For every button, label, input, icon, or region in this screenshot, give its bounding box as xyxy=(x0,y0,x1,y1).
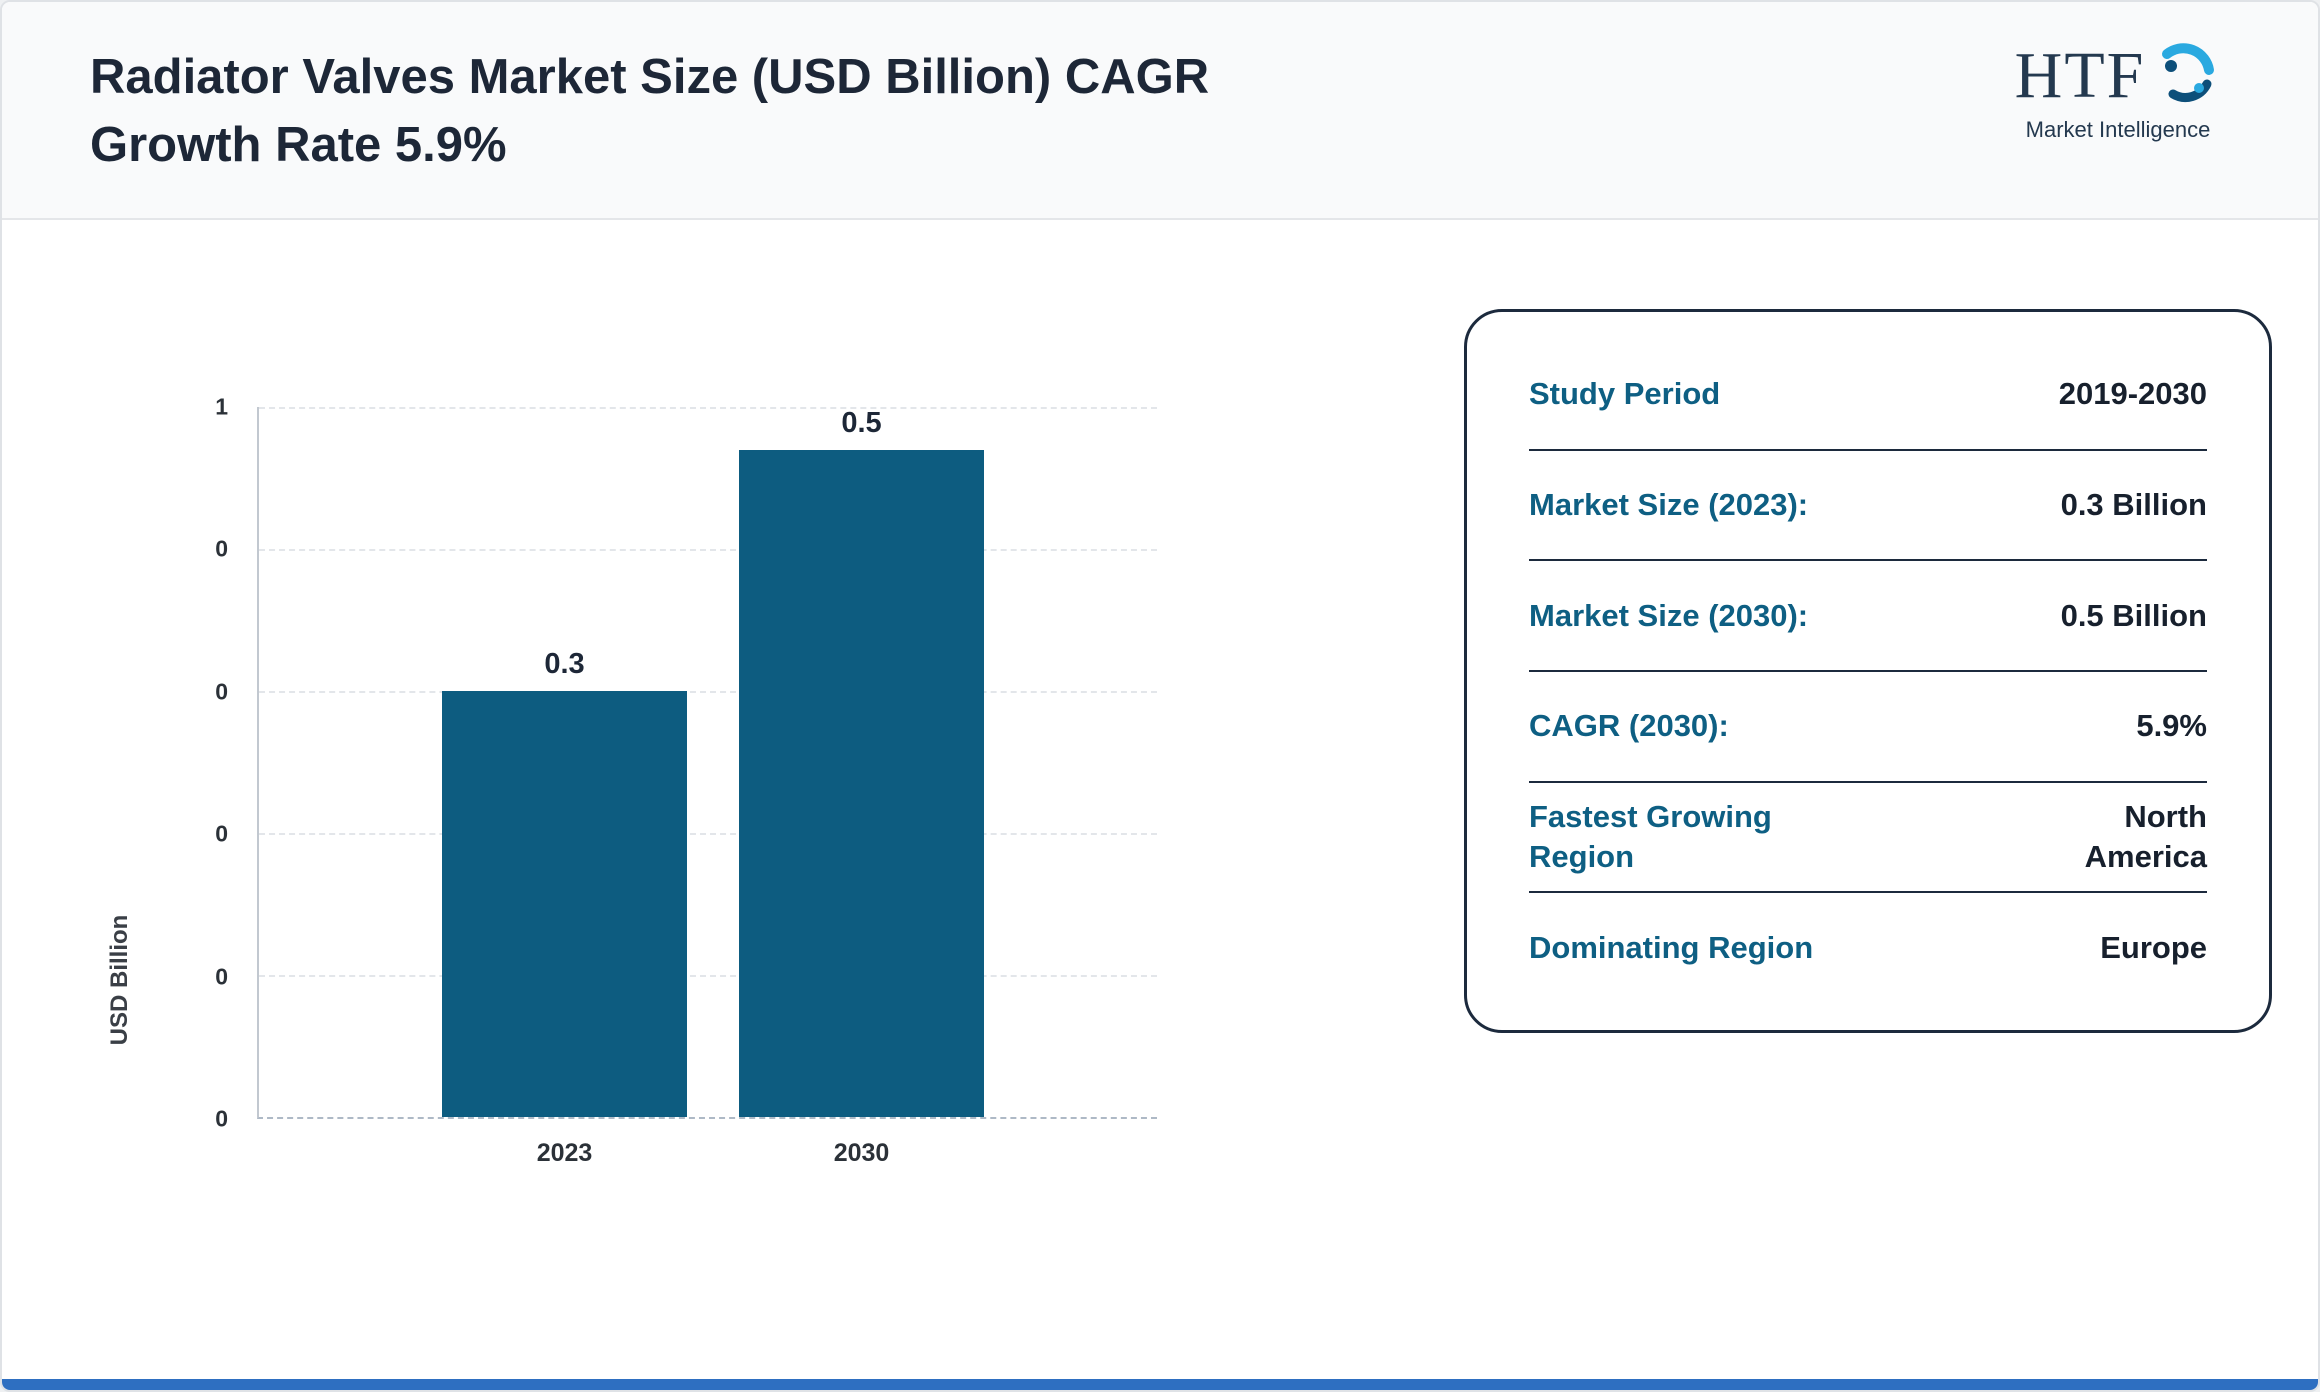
summary-label: Market Size (2023): xyxy=(1529,486,1809,522)
summary-value: Europe xyxy=(2100,929,2207,965)
summary-row-study-period: Study Period 2019-2030 xyxy=(1529,340,2207,451)
y-tick-label: 1 xyxy=(215,393,228,420)
gridline xyxy=(259,407,1157,409)
summary-label: Fastest Growing Region xyxy=(1529,798,1772,875)
gridline xyxy=(259,833,1157,835)
page-title-line2: Growth Rate 5.9% xyxy=(90,117,507,172)
summary-row-cagr: CAGR (2030): 5.9% xyxy=(1529,672,2207,783)
y-ticks: 1 0 0 0 0 0 xyxy=(152,394,240,1132)
bar-chart: USD Billion 1 0 0 0 0 0 0.3 2023 0.5 2030 xyxy=(2,220,1232,1390)
page-title: Radiator Valves Market Size (USD Billion… xyxy=(90,44,1209,179)
bar-group-2030: 0.5 2030 xyxy=(739,407,984,1167)
bar-value-label: 0.5 xyxy=(841,407,882,439)
gridline xyxy=(259,975,1157,977)
bar-value-label: 0.3 xyxy=(544,648,585,680)
plot-area: 0.3 2023 0.5 2030 xyxy=(257,407,1157,1167)
summary-row-fastest-growing-region: Fastest Growing Region North America xyxy=(1529,783,2207,894)
brand-logo-top: HTF xyxy=(1988,36,2248,115)
brand-logo: HTF Market Intelligence xyxy=(1988,36,2248,143)
x-tick-label-2030: 2030 xyxy=(833,1139,890,1167)
y-tick-label: 0 xyxy=(215,820,228,847)
x-tick-label-2023: 2023 xyxy=(536,1139,593,1167)
market-summary-card: Study Period 2019-2030 Market Size (2023… xyxy=(1464,309,2272,1033)
y-tick-label: 0 xyxy=(215,963,228,990)
brand-swirl-icon xyxy=(2147,36,2221,115)
footer-accent-strip xyxy=(2,1379,2318,1390)
y-tick-label: 0 xyxy=(215,535,228,562)
page-title-line1: Radiator Valves Market Size (USD Billion… xyxy=(90,50,1210,104)
brand-logo-subtext: Market Intelligence xyxy=(2025,117,2211,142)
summary-label: Dominating Region xyxy=(1529,929,1814,965)
gridline xyxy=(259,691,1157,693)
summary-label: Study Period xyxy=(1529,376,1721,412)
summary-value: North America xyxy=(2084,798,2207,875)
brand-logo-text: HTF xyxy=(2014,38,2146,112)
bar-2030 xyxy=(739,450,984,1117)
summary-row-dominating-region: Dominating Region Europe xyxy=(1529,893,2207,1002)
y-tick-label: 0 xyxy=(215,678,228,705)
header: Radiator Valves Market Size (USD Billion… xyxy=(2,2,2318,220)
summary-value: 5.9% xyxy=(2136,708,2207,744)
y-axis-title: USD Billion xyxy=(106,914,133,1046)
summary-value: 2019-2030 xyxy=(2058,376,2207,412)
summary-value: 0.3 Billion xyxy=(2060,486,2207,522)
bar-group-2023: 0.3 2023 xyxy=(442,407,687,1167)
summary-row-market-size-2023: Market Size (2023): 0.3 Billion xyxy=(1529,451,2207,562)
summary-value: 0.5 Billion xyxy=(2060,597,2207,633)
gridline xyxy=(259,549,1157,551)
summary-row-market-size-2030: Market Size (2030): 0.5 Billion xyxy=(1529,561,2207,673)
y-tick-label: 0 xyxy=(215,1105,228,1132)
summary-label: CAGR (2030): xyxy=(1529,708,1729,744)
summary-label: Market Size (2030): xyxy=(1529,597,1809,633)
bar-2023 xyxy=(442,691,687,1117)
